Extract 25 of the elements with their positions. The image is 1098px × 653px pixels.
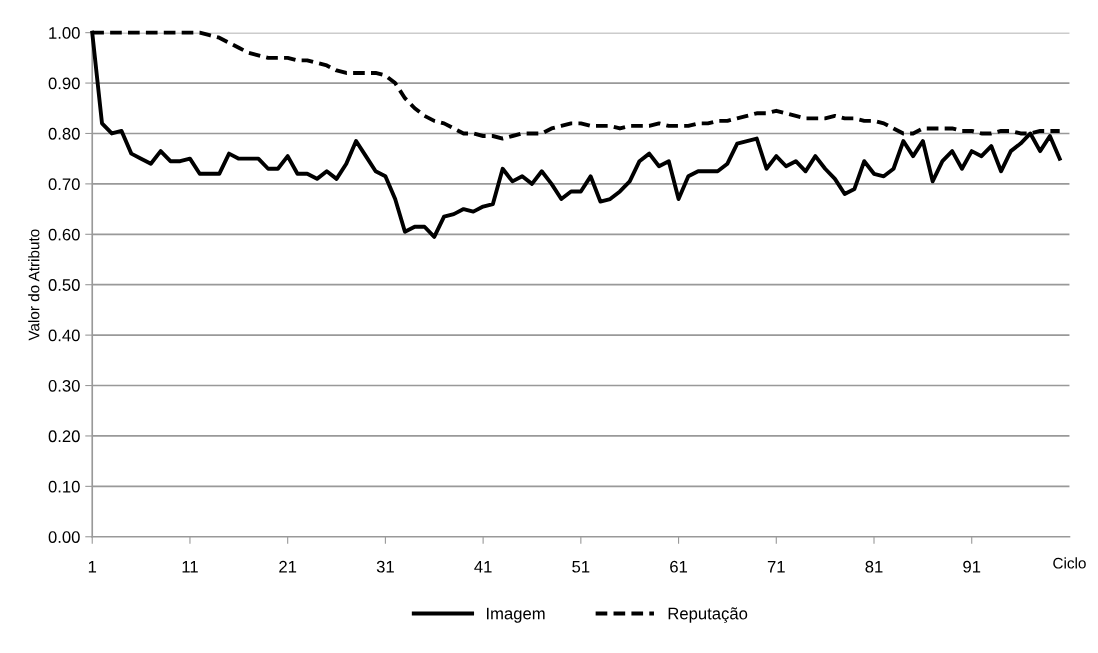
legend-label: Reputação xyxy=(668,607,748,623)
y-tick-label: 0.80 xyxy=(48,127,80,140)
x-tick-label: 31 xyxy=(376,560,394,573)
x-tick-label: 71 xyxy=(767,560,785,573)
y-tick-label: 0.20 xyxy=(48,430,80,443)
x-tick-label: 1 xyxy=(88,560,97,573)
y-tick-label: 0.10 xyxy=(48,480,80,493)
y-tick-label: 0.90 xyxy=(48,77,80,90)
x-tick-label: 61 xyxy=(670,560,688,573)
y-tick-label: 0.00 xyxy=(48,531,80,543)
y-tick-label: 0.50 xyxy=(48,279,80,291)
x-tick-label: 51 xyxy=(572,560,590,573)
y-tick-label: 0.40 xyxy=(48,329,80,342)
y-axis-title: Valor do Atributo xyxy=(28,229,40,341)
x-tick-label: 81 xyxy=(865,560,883,573)
x-axis-title: Ciclo xyxy=(1053,557,1086,569)
legend-label: Imagem xyxy=(486,607,545,623)
y-tick-label: 1.00 xyxy=(49,27,80,39)
x-tick-label: 11 xyxy=(182,560,198,573)
y-tick-label: 0.30 xyxy=(48,379,80,392)
x-tick-label: 41 xyxy=(474,560,492,573)
y-tick-label: 0.60 xyxy=(48,228,80,241)
x-tick-label: 21 xyxy=(279,560,297,573)
y-tick-label: 0.70 xyxy=(48,178,80,191)
x-tick-label: 91 xyxy=(963,560,981,573)
